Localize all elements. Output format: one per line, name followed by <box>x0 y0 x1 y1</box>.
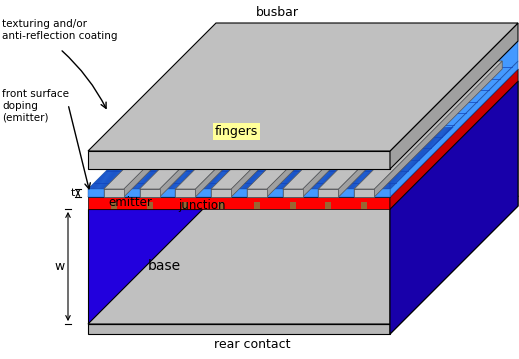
Polygon shape <box>390 69 518 209</box>
Polygon shape <box>303 61 431 197</box>
Bar <box>303 189 319 197</box>
Polygon shape <box>267 61 395 197</box>
Polygon shape <box>390 69 518 209</box>
Text: busbar: busbar <box>256 6 299 19</box>
Polygon shape <box>319 61 467 189</box>
Bar <box>104 189 124 197</box>
Bar <box>319 189 338 197</box>
Text: fingers: fingers <box>215 125 258 138</box>
Bar <box>290 202 296 209</box>
Bar <box>88 197 390 209</box>
Polygon shape <box>88 196 518 324</box>
Polygon shape <box>104 61 252 189</box>
Bar <box>325 202 332 209</box>
Bar <box>338 189 354 197</box>
Text: base: base <box>148 260 181 274</box>
Polygon shape <box>390 196 518 334</box>
Bar <box>88 189 390 197</box>
Bar <box>354 189 374 197</box>
Polygon shape <box>390 81 518 334</box>
Bar <box>283 189 303 197</box>
Polygon shape <box>374 61 502 197</box>
Polygon shape <box>88 61 518 189</box>
Bar <box>111 202 117 209</box>
Bar <box>361 202 367 209</box>
Text: front surface
doping
(emitter): front surface doping (emitter) <box>2 89 69 122</box>
Bar <box>88 209 390 324</box>
Bar <box>218 202 224 209</box>
Polygon shape <box>390 23 518 169</box>
Polygon shape <box>283 61 431 189</box>
Polygon shape <box>247 61 395 189</box>
Bar <box>195 189 211 197</box>
Bar <box>231 189 247 197</box>
Bar <box>211 189 231 197</box>
Bar <box>140 189 159 197</box>
Bar <box>267 189 283 197</box>
Polygon shape <box>390 81 518 324</box>
Text: junction: junction <box>178 199 225 211</box>
Text: w: w <box>54 260 65 273</box>
Bar <box>254 202 260 209</box>
Polygon shape <box>124 61 252 197</box>
Polygon shape <box>231 61 359 197</box>
Bar <box>374 189 390 197</box>
Bar <box>124 189 140 197</box>
Text: texturing and/or
anti-reflection coating: texturing and/or anti-reflection coating <box>2 19 117 41</box>
Text: t: t <box>71 188 75 198</box>
Polygon shape <box>354 61 502 189</box>
Bar <box>88 151 390 169</box>
Polygon shape <box>195 61 323 197</box>
Bar <box>146 202 153 209</box>
Text: rear contact: rear contact <box>213 338 290 351</box>
Bar <box>88 324 390 334</box>
Polygon shape <box>88 69 518 197</box>
Bar <box>88 189 104 197</box>
Polygon shape <box>88 23 518 151</box>
Polygon shape <box>338 61 467 197</box>
Bar <box>182 202 188 209</box>
Polygon shape <box>390 61 518 197</box>
Polygon shape <box>159 61 288 197</box>
Polygon shape <box>211 61 359 189</box>
Polygon shape <box>140 61 288 189</box>
Bar <box>247 189 267 197</box>
Text: emitter: emitter <box>108 196 152 209</box>
Bar <box>159 189 175 197</box>
Polygon shape <box>390 41 518 189</box>
Polygon shape <box>175 61 323 189</box>
Bar <box>175 189 195 197</box>
